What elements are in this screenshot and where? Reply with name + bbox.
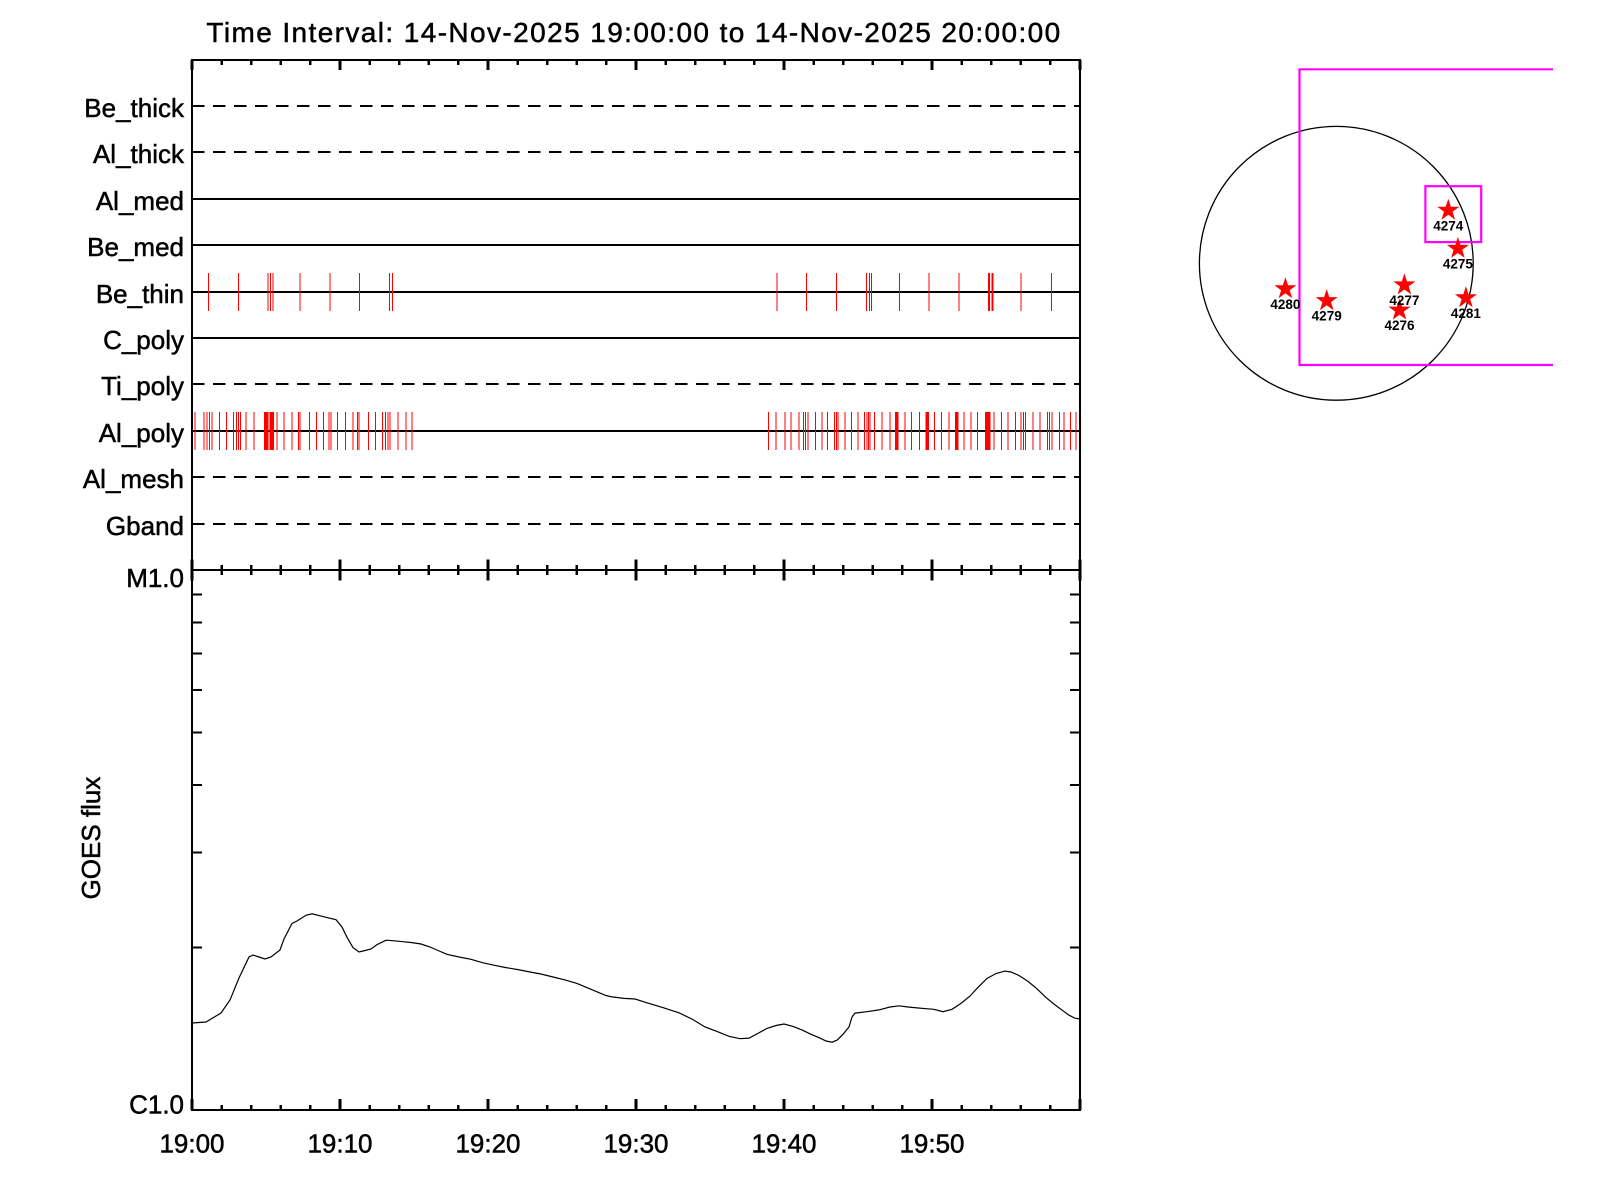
svg-text:4281: 4281: [1451, 306, 1482, 321]
svg-text:GOES flux: GOES flux: [76, 777, 106, 900]
svg-text:4279: 4279: [1312, 309, 1342, 324]
svg-text:Gband: Gband: [106, 511, 184, 541]
svg-text:Al_thick: Al_thick: [93, 139, 185, 169]
svg-text:Al_med: Al_med: [96, 186, 184, 216]
svg-text:19:50: 19:50: [899, 1129, 964, 1159]
svg-text:19:40: 19:40: [751, 1129, 816, 1159]
svg-text:4280: 4280: [1270, 297, 1300, 312]
svg-text:Al_poly: Al_poly: [99, 418, 184, 448]
svg-text:Al_mesh: Al_mesh: [83, 464, 184, 494]
svg-text:4277: 4277: [1389, 293, 1419, 308]
svg-text:4275: 4275: [1443, 257, 1474, 272]
svg-text:19:10: 19:10: [307, 1129, 372, 1159]
svg-text:Be_thin: Be_thin: [96, 279, 184, 309]
svg-text:4274: 4274: [1433, 218, 1464, 233]
svg-text:C1.0: C1.0: [129, 1090, 184, 1120]
svg-text:C_poly: C_poly: [103, 325, 184, 355]
svg-text:4276: 4276: [1384, 318, 1415, 333]
svg-text:M1.0: M1.0: [126, 563, 184, 593]
svg-text:Be_med: Be_med: [87, 232, 184, 262]
svg-text:Be_thick: Be_thick: [84, 93, 185, 123]
svg-text:Ti_poly: Ti_poly: [101, 371, 184, 401]
svg-text:Time Interval: 14-Nov-2025 19:: Time Interval: 14-Nov-2025 19:00:00 to 1…: [206, 17, 1061, 48]
svg-text:19:00: 19:00: [159, 1129, 224, 1159]
svg-text:19:30: 19:30: [603, 1129, 668, 1159]
svg-text:19:20: 19:20: [455, 1129, 520, 1159]
